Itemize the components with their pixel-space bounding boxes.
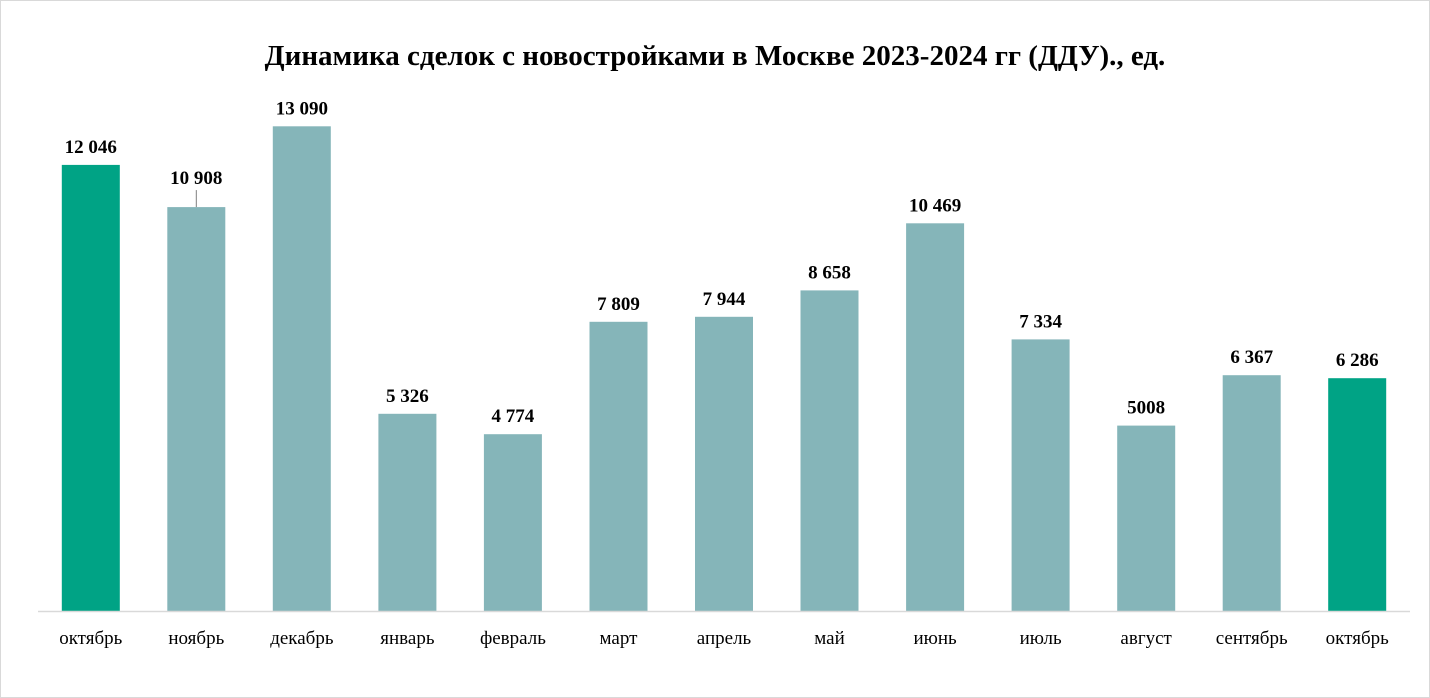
bar-5 (589, 321, 648, 611)
data-label-12: 6 286 (1336, 350, 1379, 371)
x-tick-label-1: ноябрь (168, 628, 224, 649)
bar-6 (695, 316, 753, 611)
data-label-10: 5008 (1127, 398, 1165, 419)
data-label-3: 5 326 (386, 386, 429, 407)
x-tick-label-10: август (1120, 628, 1172, 649)
x-tick-label-8: июнь (913, 628, 957, 649)
bar-0 (61, 164, 120, 611)
x-tick-label-9: июль (1020, 628, 1062, 649)
bar-8 (906, 223, 965, 612)
axis-layer: октябрь ноябрь декабрь январь февраль март апр… (38, 610, 1410, 649)
bar-2 (272, 126, 331, 612)
labels-layer: 12 046 10 908 13 090 5 326 4 774 7 809 7 944 8 … (65, 98, 1379, 427)
data-label-8: 10 469 (909, 195, 961, 216)
data-label-0: 12 046 (65, 137, 117, 158)
x-tick-label-6: апрель (697, 628, 752, 649)
data-label-5: 7 809 (597, 294, 640, 315)
x-tick-label-5: март (600, 628, 639, 649)
x-tick-label-11: сентябрь (1216, 628, 1288, 649)
x-tick-label-7: май (814, 628, 845, 649)
x-tick-label-0: октябрь (59, 628, 122, 649)
bar-12 (1328, 378, 1387, 611)
x-tick-label-12: октябрь (1326, 628, 1389, 649)
data-label-4: 4 774 (492, 406, 535, 427)
x-tick-label-3: январь (380, 628, 435, 649)
data-label-6: 7 944 (703, 289, 746, 310)
data-label-9: 7 334 (1019, 311, 1062, 332)
bar-9 (1011, 339, 1070, 611)
bar-10 (1117, 425, 1176, 611)
x-tick-label-2: декабрь (270, 628, 334, 649)
chart-title: Динамика сделок с новостройками в Москве… (264, 40, 1166, 72)
data-label-7: 8 658 (808, 262, 851, 283)
data-label-1: 10 908 (170, 168, 222, 189)
x-tick-label-4: февраль (480, 628, 546, 649)
bars-layer (61, 126, 1387, 612)
bar-7 (800, 290, 859, 611)
data-label-2: 13 090 (276, 98, 328, 119)
bar-1 (167, 207, 226, 611)
bar-11 (1222, 375, 1281, 611)
bar-3 (378, 413, 437, 611)
bar-4 (483, 434, 542, 611)
data-label-11: 6 367 (1230, 347, 1273, 368)
